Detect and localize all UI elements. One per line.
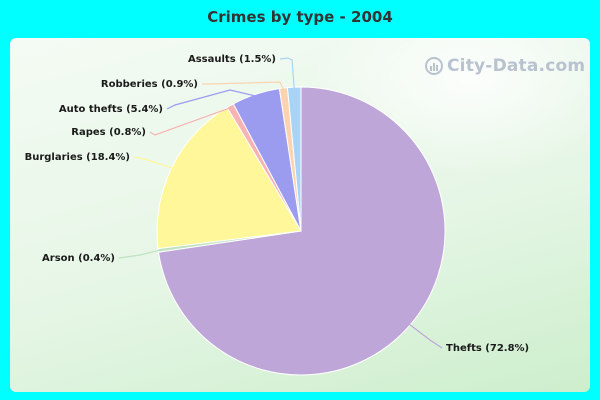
slice-label-0: Thefts (72.8%)	[446, 343, 529, 354]
leader-line-0	[408, 323, 443, 349]
leader-line-4	[166, 89, 257, 110]
watermark: City-Data.com	[425, 56, 585, 76]
leader-line-3	[149, 106, 232, 136]
chart-title: Crimes by type - 2004	[207, 8, 393, 26]
slice-label-5: Robberies (0.9%)	[101, 79, 198, 90]
slice-label-3: Rapes (0.8%)	[71, 127, 146, 138]
pie-labels: Thefts (72.8%) Arson (0.4%) Burglaries (18…	[25, 54, 530, 354]
pie-slices	[156, 86, 446, 376]
city-data-logo-icon	[425, 57, 443, 75]
slice-label-4: Auto thefts (5.4%)	[59, 104, 163, 115]
slice-label-6: Assaults (1.5%)	[188, 54, 276, 65]
slice-label-2: Burglaries (18.4%)	[25, 152, 130, 163]
leader-line-1	[118, 249, 161, 259]
slice-label-1: Arson (0.4%)	[42, 253, 115, 264]
leader-line-6	[279, 57, 295, 90]
leader-line-2	[133, 156, 174, 170]
leader-line-5	[202, 81, 285, 91]
watermark-text: City-Data.com	[447, 56, 586, 76]
